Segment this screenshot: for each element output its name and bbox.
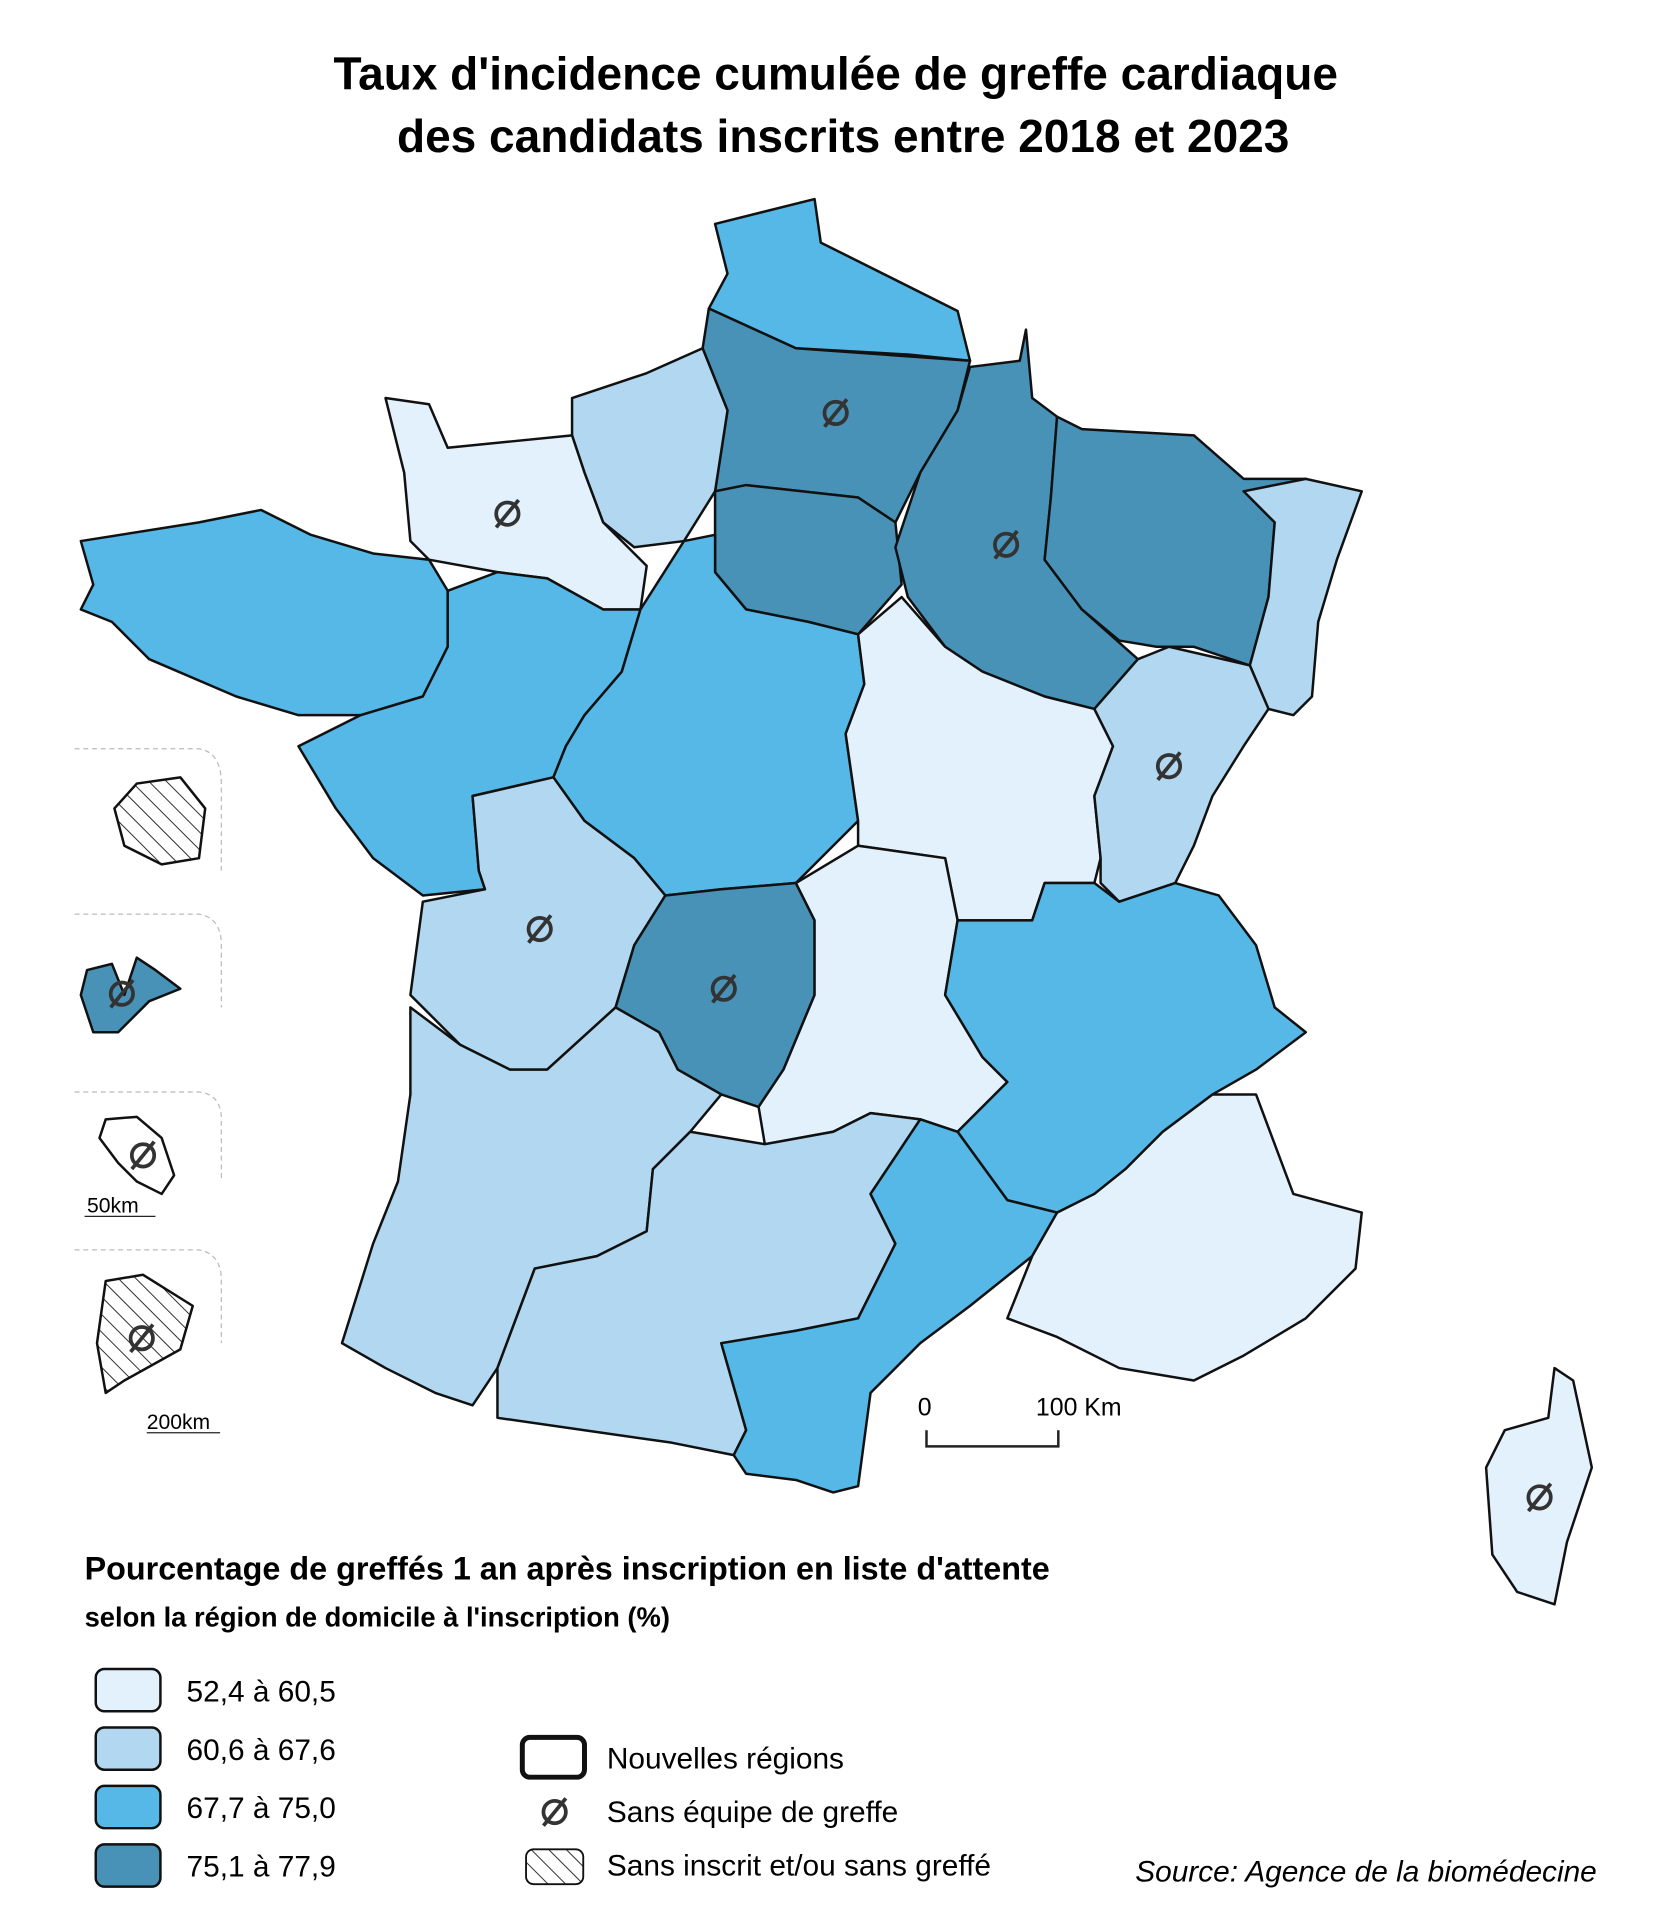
legend-symbol — [525, 1848, 585, 1886]
legend-swatch — [94, 1667, 162, 1713]
legend-swatch — [94, 1726, 162, 1771]
inset-frame — [74, 748, 222, 1344]
title: Taux d'incidence cumulée de greffe cardi… — [333, 48, 1337, 100]
legend: Pourcentage de greffés 1 an après inscri… — [85, 1550, 1050, 1888]
region — [1093, 645, 1270, 903]
inset-scale-label: 200km — [147, 1411, 210, 1434]
regions — [74, 197, 1594, 1606]
inset-scale-label: 50km — [87, 1195, 139, 1218]
scale-label: 0 — [918, 1393, 932, 1421]
legend-swatch — [94, 1784, 162, 1830]
legend-label: 52,4 à 60,5 — [187, 1675, 336, 1708]
inset-region — [79, 956, 182, 1034]
legend-swatch — [94, 1843, 162, 1888]
legend-label: 67,7 à 75,0 — [187, 1792, 336, 1825]
legend-label: Nouvelles régions — [607, 1742, 844, 1775]
region — [1242, 477, 1363, 717]
inset-region — [113, 776, 207, 866]
region — [943, 881, 1308, 1214]
region — [79, 508, 449, 717]
legend-label: Sans inscrit et/ou sans greffé — [607, 1849, 991, 1882]
legend-symbol — [519, 1734, 587, 1780]
inset-region — [98, 1115, 176, 1196]
scale-label: 100 Km — [1036, 1393, 1122, 1421]
legend-label: 60,6 à 67,6 — [187, 1734, 336, 1767]
legend-subtitle: selon la région de domicile à l'inscript… — [85, 1602, 670, 1633]
source: Source: Agence de la biomédecine — [1135, 1856, 1597, 1889]
legend-title: Pourcentage de greffés 1 an après inscri… — [85, 1550, 1050, 1586]
scale-bar: 0 100 Km 50km 200km — [84, 1195, 1122, 1448]
region — [1006, 1093, 1363, 1382]
legend-symbol — [541, 1796, 568, 1828]
region — [552, 533, 866, 897]
title: des candidats inscrits entre 2018 et 202… — [397, 110, 1289, 162]
scale-line — [925, 1430, 1060, 1448]
legend-label: 75,1 à 77,9 — [187, 1851, 336, 1884]
legend-label: Sans équipe de greffe — [607, 1796, 898, 1829]
